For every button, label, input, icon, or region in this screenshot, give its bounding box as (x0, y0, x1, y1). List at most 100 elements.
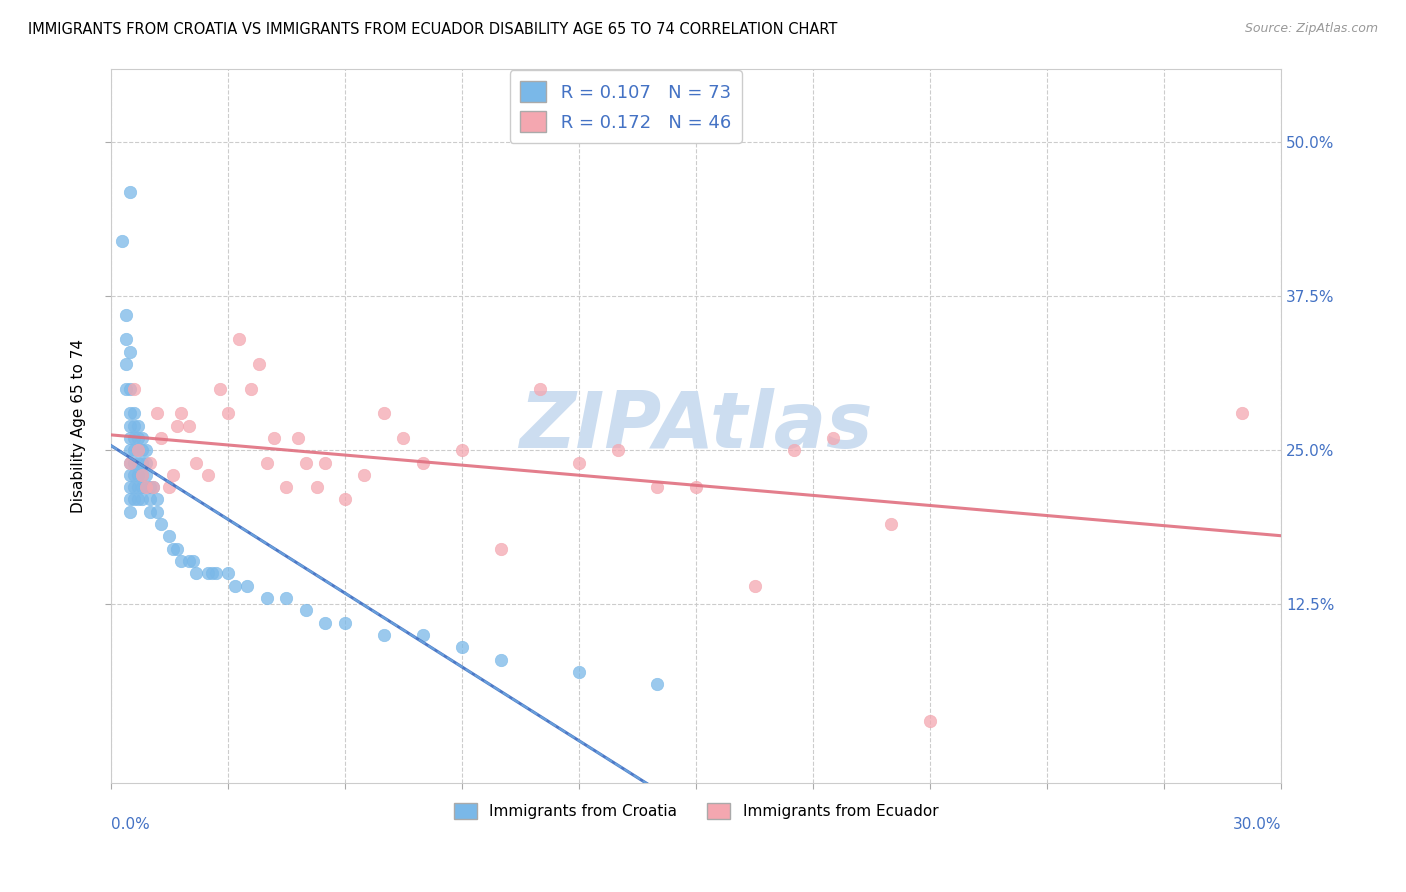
Point (782, 443, 804, 458)
Point (247, 357, 270, 371)
Point (645, 480, 668, 494)
Point (314, 615, 336, 630)
Point (120, 382, 142, 396)
Point (181, 554, 204, 568)
Point (373, 628, 395, 642)
Point (170, 554, 193, 568)
Point (920, 714, 942, 728)
Point (138, 505, 160, 519)
Point (127, 443, 149, 458)
Point (217, 566, 239, 581)
Point (1232, 406, 1254, 420)
Point (122, 492, 145, 507)
Point (412, 456, 434, 470)
Point (287, 431, 309, 445)
Point (142, 480, 165, 494)
Point (157, 529, 180, 543)
Point (127, 456, 149, 470)
Point (131, 467, 153, 482)
Point (138, 492, 160, 507)
Point (450, 443, 472, 458)
Point (744, 579, 766, 593)
Point (122, 382, 145, 396)
Point (489, 652, 512, 666)
Point (127, 431, 149, 445)
Text: 30.0%: 30.0% (1233, 817, 1281, 832)
Point (131, 492, 153, 507)
Point (294, 603, 316, 617)
Point (162, 467, 184, 482)
Point (645, 677, 668, 691)
Point (177, 554, 200, 568)
Point (131, 431, 153, 445)
Point (120, 480, 142, 494)
Point (412, 628, 434, 642)
Point (127, 443, 149, 458)
Point (131, 480, 153, 494)
Point (373, 406, 395, 420)
Point (146, 406, 169, 420)
Point (138, 480, 160, 494)
Text: IMMIGRANTS FROM CROATIA VS IMMIGRANTS FROM ECUADOR DISABILITY AGE 65 TO 74 CORRE: IMMIGRANTS FROM CROATIA VS IMMIGRANTS FR… (28, 22, 838, 37)
Point (170, 406, 193, 420)
Point (186, 456, 208, 470)
Point (131, 456, 153, 470)
Point (115, 308, 138, 322)
Point (115, 357, 138, 371)
Point (120, 185, 142, 199)
Point (157, 480, 180, 494)
Point (150, 517, 173, 532)
Point (166, 541, 188, 556)
Point (120, 443, 142, 458)
Text: 0.0%: 0.0% (111, 817, 149, 832)
Point (256, 591, 278, 605)
Point (127, 492, 149, 507)
Legend: Immigrants from Croatia, Immigrants from Ecuador: Immigrants from Croatia, Immigrants from… (447, 797, 945, 825)
Point (162, 541, 184, 556)
Point (263, 431, 285, 445)
Point (122, 480, 145, 494)
Point (115, 382, 138, 396)
Text: Source: ZipAtlas.com: Source: ZipAtlas.com (1244, 22, 1378, 36)
Point (166, 418, 188, 433)
Point (276, 480, 298, 494)
Point (122, 467, 145, 482)
Point (122, 406, 145, 420)
Point (115, 333, 138, 347)
Point (122, 456, 145, 470)
Point (606, 443, 628, 458)
Point (177, 418, 200, 433)
Point (122, 443, 145, 458)
Point (138, 456, 160, 470)
Point (392, 431, 415, 445)
Point (821, 431, 844, 445)
Point (127, 467, 149, 482)
Point (120, 406, 142, 420)
Point (240, 382, 263, 396)
Point (120, 344, 142, 359)
Point (314, 456, 336, 470)
Point (131, 443, 153, 458)
Point (120, 456, 142, 470)
Text: ZIPAtlas: ZIPAtlas (519, 388, 873, 464)
Point (307, 480, 329, 494)
Point (529, 382, 551, 396)
Point (120, 492, 142, 507)
Point (131, 467, 153, 482)
Point (294, 456, 316, 470)
Point (224, 579, 246, 593)
Point (450, 640, 472, 655)
Point (208, 382, 231, 396)
Point (135, 467, 157, 482)
Point (120, 456, 142, 470)
Point (333, 492, 356, 507)
Point (201, 566, 224, 581)
Point (135, 443, 157, 458)
Point (135, 456, 157, 470)
Point (150, 431, 173, 445)
Point (122, 418, 145, 433)
Point (685, 480, 707, 494)
Point (197, 467, 219, 482)
Y-axis label: Disability Age 65 to 74: Disability Age 65 to 74 (72, 339, 86, 513)
Point (135, 480, 157, 494)
